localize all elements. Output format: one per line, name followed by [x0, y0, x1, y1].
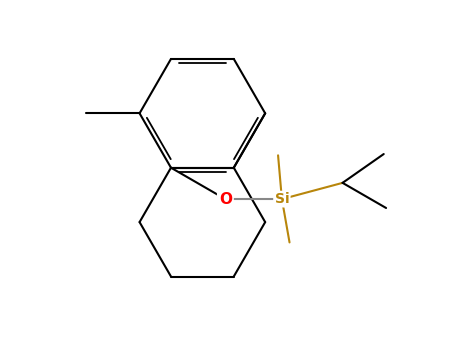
Text: Si: Si: [274, 192, 289, 206]
Text: O: O: [219, 191, 232, 206]
